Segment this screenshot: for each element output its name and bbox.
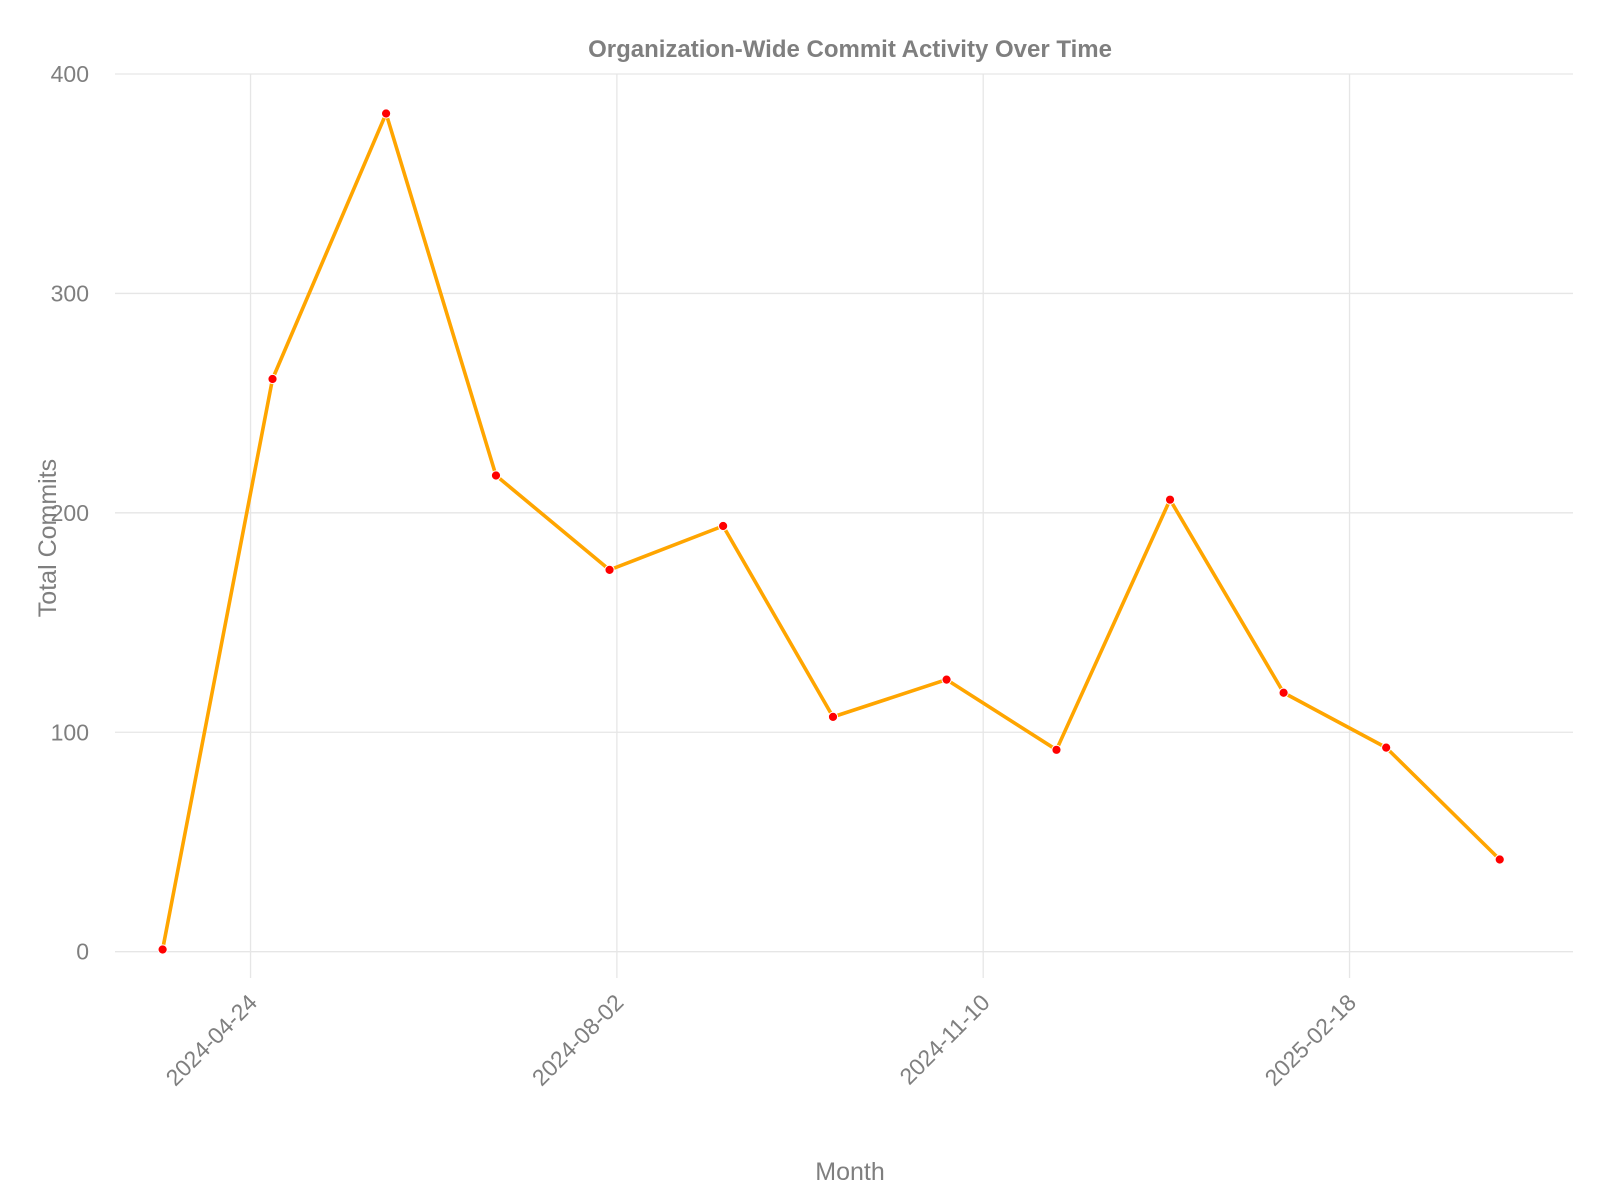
x-tick-label: 2024-08-02 [527, 989, 629, 1091]
data-point [1381, 742, 1392, 753]
data-points [157, 108, 1505, 955]
y-tick-label: 100 [51, 719, 89, 745]
commits-series-line [160, 111, 1502, 952]
data-point [1051, 744, 1062, 755]
y-tick-label: 0 [76, 939, 89, 965]
series-layer [160, 111, 1502, 952]
data-point [1278, 687, 1289, 698]
y-tick-label: 400 [51, 61, 89, 87]
data-point [1164, 494, 1176, 505]
data-point [718, 520, 729, 532]
y-tick-label: 200 [51, 500, 89, 526]
x-tick-label: 2024-11-10 [894, 989, 994, 1089]
data-point [267, 373, 278, 385]
y-axis-ticks: 0 100 200 300 400 [51, 61, 89, 965]
x-tick-label: 2024-04-24 [160, 989, 262, 1091]
x-axis-label: Month [815, 1158, 884, 1186]
data-point [1494, 854, 1505, 865]
y-axis-label: Total Commits [34, 459, 62, 617]
y-tick-label: 300 [51, 280, 89, 306]
data-point [157, 944, 168, 955]
data-point [490, 470, 502, 481]
chart-title: Organization-Wide Commit Activity Over T… [588, 36, 1112, 63]
grid [115, 73, 1573, 978]
x-tick-label: 2025-02-18 [1259, 989, 1361, 1091]
data-point [941, 674, 952, 685]
data-point [604, 564, 615, 575]
data-point [827, 711, 839, 722]
data-point [380, 108, 392, 119]
x-axis-ticks: 2024-04-24 2024-08-02 2024-11-10 2025-02-18 [160, 989, 1361, 1091]
